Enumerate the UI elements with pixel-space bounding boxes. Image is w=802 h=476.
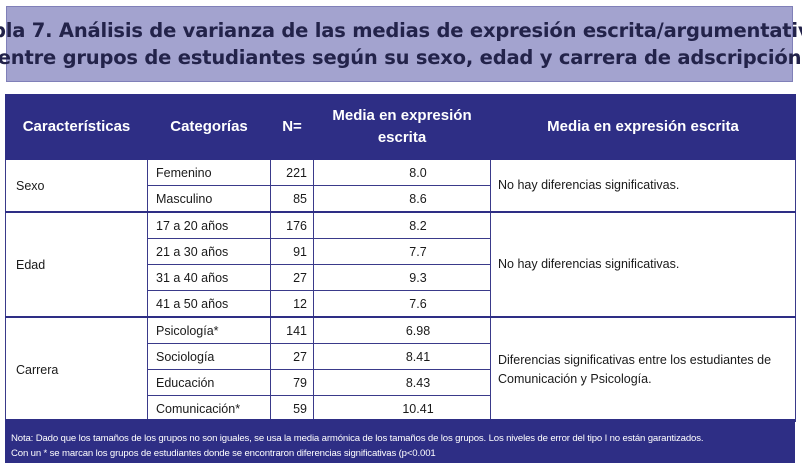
mean-cell: 6.98 <box>313 316 491 344</box>
n-cell: 79 <box>270 369 314 396</box>
mean-cell: 8.2 <box>313 211 491 239</box>
mean-cell: 8.0 <box>313 159 491 186</box>
header-media-line1: Media en expresión <box>332 107 472 124</box>
category-cell: Sociología <box>147 343 271 370</box>
n-cell: 141 <box>270 316 314 344</box>
mean-cell: 7.7 <box>313 238 491 265</box>
category-cell: Psicología* <box>147 316 271 344</box>
n-cell: 27 <box>270 264 314 291</box>
n-cell: 27 <box>270 343 314 370</box>
group-result-0: No hay diferencias significativas. <box>490 159 796 213</box>
group-name-1: Edad <box>5 211 148 318</box>
mean-cell: 10.41 <box>313 395 491 422</box>
table-row: Sexo Femenino 221 8.0 No hay diferencias sig… <box>5 159 796 213</box>
group-name-2: Carrera <box>5 316 148 422</box>
anova-table: Características Categorías N= Media en e… <box>5 94 796 422</box>
header-media: Media en expresión escrita <box>313 94 491 160</box>
mean-cell: 8.6 <box>313 185 491 213</box>
table-row: Sociología 27 8.41 <box>6 343 796 370</box>
group-result-2: Diferencias significativas entre los est… <box>490 316 796 422</box>
mean-cell: 9.3 <box>313 264 491 291</box>
mean-cell: 8.43 <box>313 369 491 396</box>
category-cell: Comunicación* <box>147 395 271 422</box>
table-row: 21 a 30 años 91 7.7 <box>6 238 796 265</box>
table-title-box: Tabla 7. Análisis de varianza de las med… <box>0 6 802 82</box>
n-cell: 176 <box>270 211 314 239</box>
group-name-0: Sexo <box>5 159 148 213</box>
category-cell: 31 a 40 años <box>147 264 271 291</box>
category-cell: 41 a 50 años <box>147 290 271 318</box>
header-resultado: Media en expresión escrita <box>490 94 796 160</box>
n-cell: 59 <box>270 395 314 422</box>
category-cell: 21 a 30 años <box>147 238 271 265</box>
header-caracteristicas: Características <box>5 94 148 160</box>
title-line-2: entre grupos de estudiantes según su sex… <box>0 46 802 69</box>
table-note: Nota: Dado que los tamaños de los grupos… <box>5 419 795 463</box>
table-body: Sexo Femenino 221 8.0 No hay diferencias sig… <box>5 159 796 422</box>
n-cell: 85 <box>270 185 314 213</box>
table-row: Edad 17 a 20 años 176 8.2 No hay diferencias… <box>5 211 796 318</box>
header-media-line2: escrita <box>377 129 427 146</box>
mean-cell: 7.6 <box>313 290 491 318</box>
category-cell: Femenino <box>147 159 271 186</box>
category-cell: Educación <box>147 369 271 396</box>
group-result-1: No hay diferencias significativas. <box>490 211 796 318</box>
title-line-1: Tabla 7. Análisis de varianza de las med… <box>0 19 802 42</box>
category-cell: Masculino <box>147 185 271 213</box>
note-line-2: Con un * se marcan los grupos de estudia… <box>11 448 436 459</box>
table-row: Carrera Psicología* 141 6.98 Diferencias sig… <box>5 316 796 422</box>
n-cell: 221 <box>270 159 314 186</box>
anova-table-container: Características Categorías N= Media en e… <box>5 94 796 422</box>
header-n: N= <box>270 94 314 160</box>
mean-cell: 8.41 <box>313 343 491 370</box>
n-cell: 12 <box>270 290 314 318</box>
n-cell: 91 <box>270 238 314 265</box>
header-row: Características Categorías N= Media en e… <box>5 94 796 160</box>
note-line-1: Nota: Dado que los tamaños de los grupos… <box>11 433 704 444</box>
table-row: 41 a 50 años 12 7.6 <box>6 290 796 318</box>
table-row: Comunicación* 59 10.41 <box>6 395 796 422</box>
category-cell: 17 a 20 años <box>147 211 271 239</box>
header-categorias: Categorías <box>147 94 271 160</box>
table-row: 31 a 40 años 27 9.3 <box>6 264 796 291</box>
